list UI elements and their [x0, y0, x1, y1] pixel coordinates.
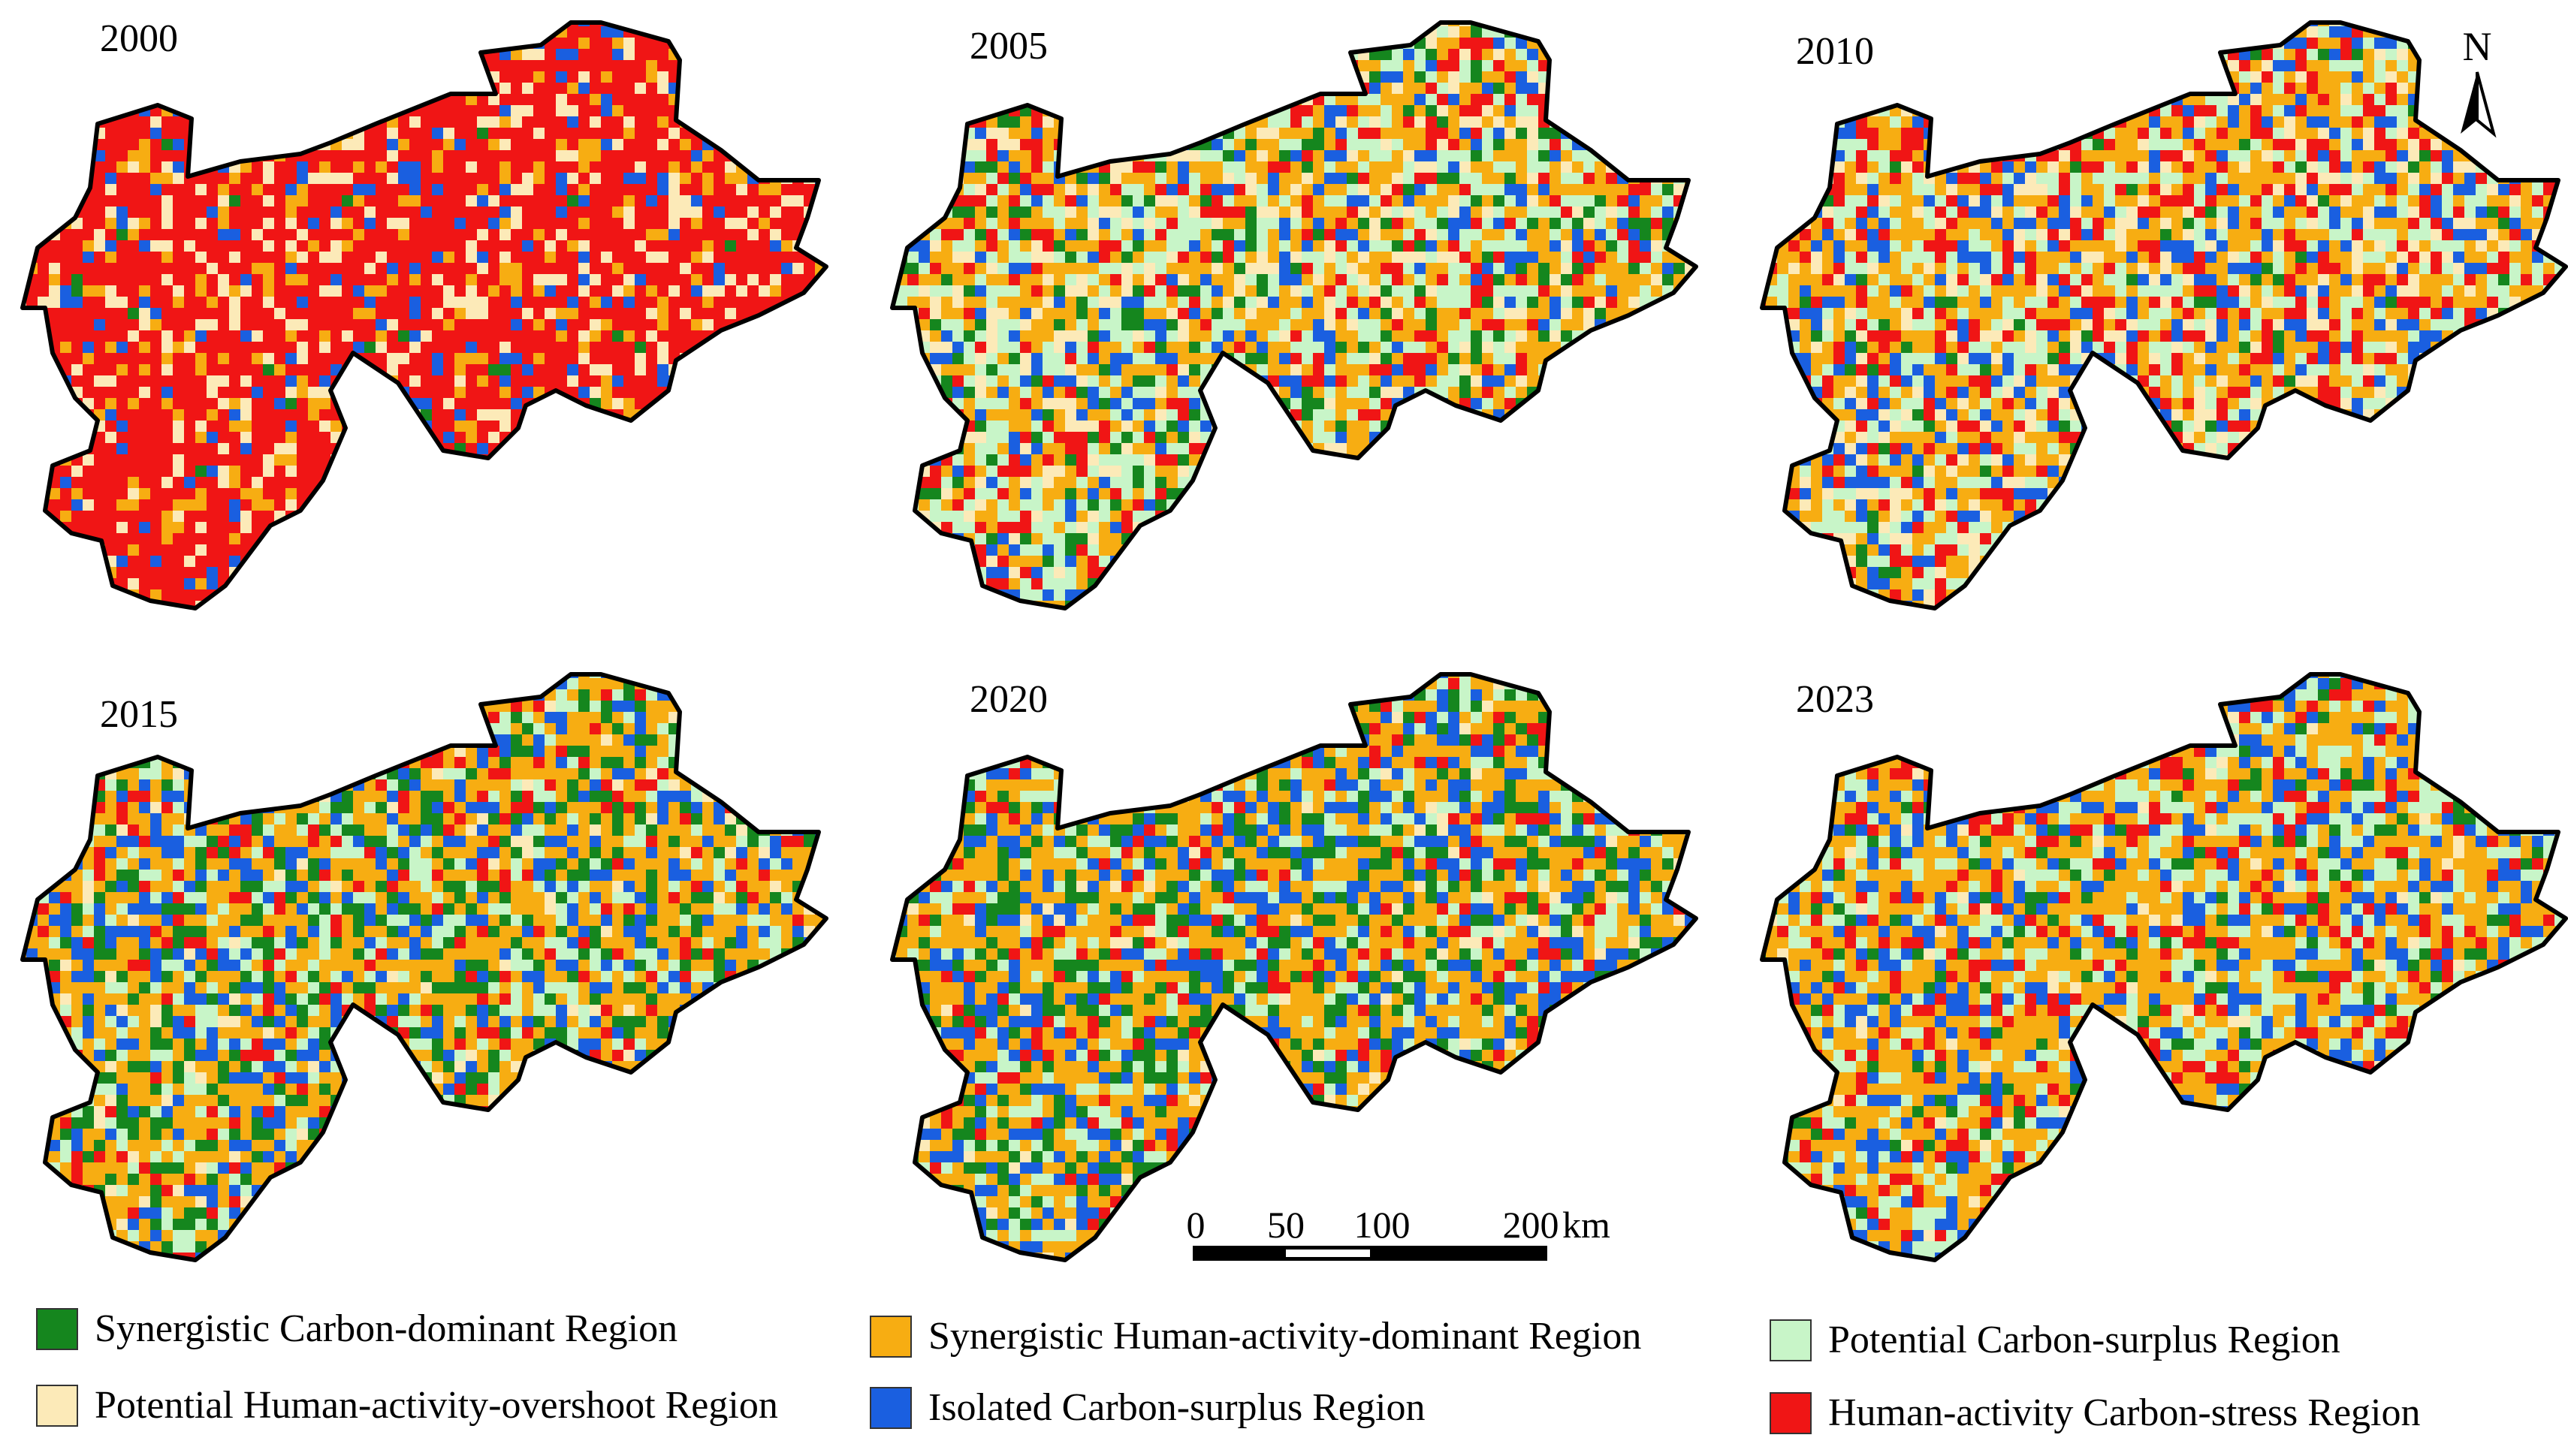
map-panel-2005	[890, 20, 1698, 610]
panel-year-label: 2000	[100, 17, 178, 60]
region-boundary	[1760, 672, 2568, 1262]
legend-label: Isolated Carbon-surplus Region	[928, 1385, 1425, 1430]
scale-tick-50: 50	[1267, 1204, 1305, 1246]
panel-year-label: 2010	[1796, 30, 1874, 73]
map-panel-2020	[890, 672, 1698, 1262]
legend-swatch	[1770, 1391, 1812, 1434]
legend-swatch	[870, 1386, 912, 1429]
legend-item: Potential Carbon-surplus Region	[1770, 1318, 2340, 1362]
scale-tick-100: 100	[1354, 1204, 1411, 1246]
panel-year-label: 2023	[1796, 678, 1874, 721]
legend-item: Isolated Carbon-surplus Region	[870, 1385, 1425, 1430]
north-label: N	[2463, 24, 2492, 69]
legend-swatch	[36, 1307, 78, 1350]
scale-unit: km	[1562, 1204, 1610, 1246]
legend-label: Synergistic Human-activity-dominant Regi…	[928, 1314, 1641, 1358]
legend-swatch	[36, 1384, 78, 1427]
north-arrow-icon: N	[2461, 24, 2497, 138]
region-boundary	[890, 20, 1698, 610]
legend-swatch	[870, 1315, 912, 1358]
legend-label: Potential Carbon-surplus Region	[1828, 1318, 2340, 1362]
legend-item: Synergistic Carbon-dominant Region	[36, 1307, 677, 1351]
legend-label: Potential Human-activity-overshoot Regio…	[95, 1383, 778, 1427]
legend-swatch	[1770, 1319, 1812, 1361]
scale-bar: 0 50 100 200 km	[1187, 1204, 1610, 1261]
map-panel-2015	[20, 672, 828, 1262]
region-boundary	[20, 672, 828, 1262]
map-panel-2010	[1760, 20, 2568, 610]
panel-year-label: 2005	[970, 25, 1048, 68]
map-panel-2023	[1760, 672, 2568, 1262]
legend-item: Human-activity Carbon-stress Region	[1770, 1391, 2421, 1435]
legend-label: Human-activity Carbon-stress Region	[1828, 1391, 2421, 1435]
map-panel-2000	[20, 20, 828, 610]
panel-year-label: 2015	[100, 693, 178, 736]
region-boundary	[1760, 20, 2568, 610]
legend-label: Synergistic Carbon-dominant Region	[95, 1307, 677, 1351]
legend-item: Potential Human-activity-overshoot Regio…	[36, 1383, 778, 1427]
scale-tick-200: 200	[1503, 1204, 1559, 1246]
region-boundary	[20, 20, 828, 610]
panel-year-label: 2020	[970, 678, 1048, 721]
region-boundary	[890, 672, 1698, 1262]
scale-tick-0: 0	[1187, 1204, 1206, 1246]
legend-item: Synergistic Human-activity-dominant Regi…	[870, 1314, 1641, 1358]
